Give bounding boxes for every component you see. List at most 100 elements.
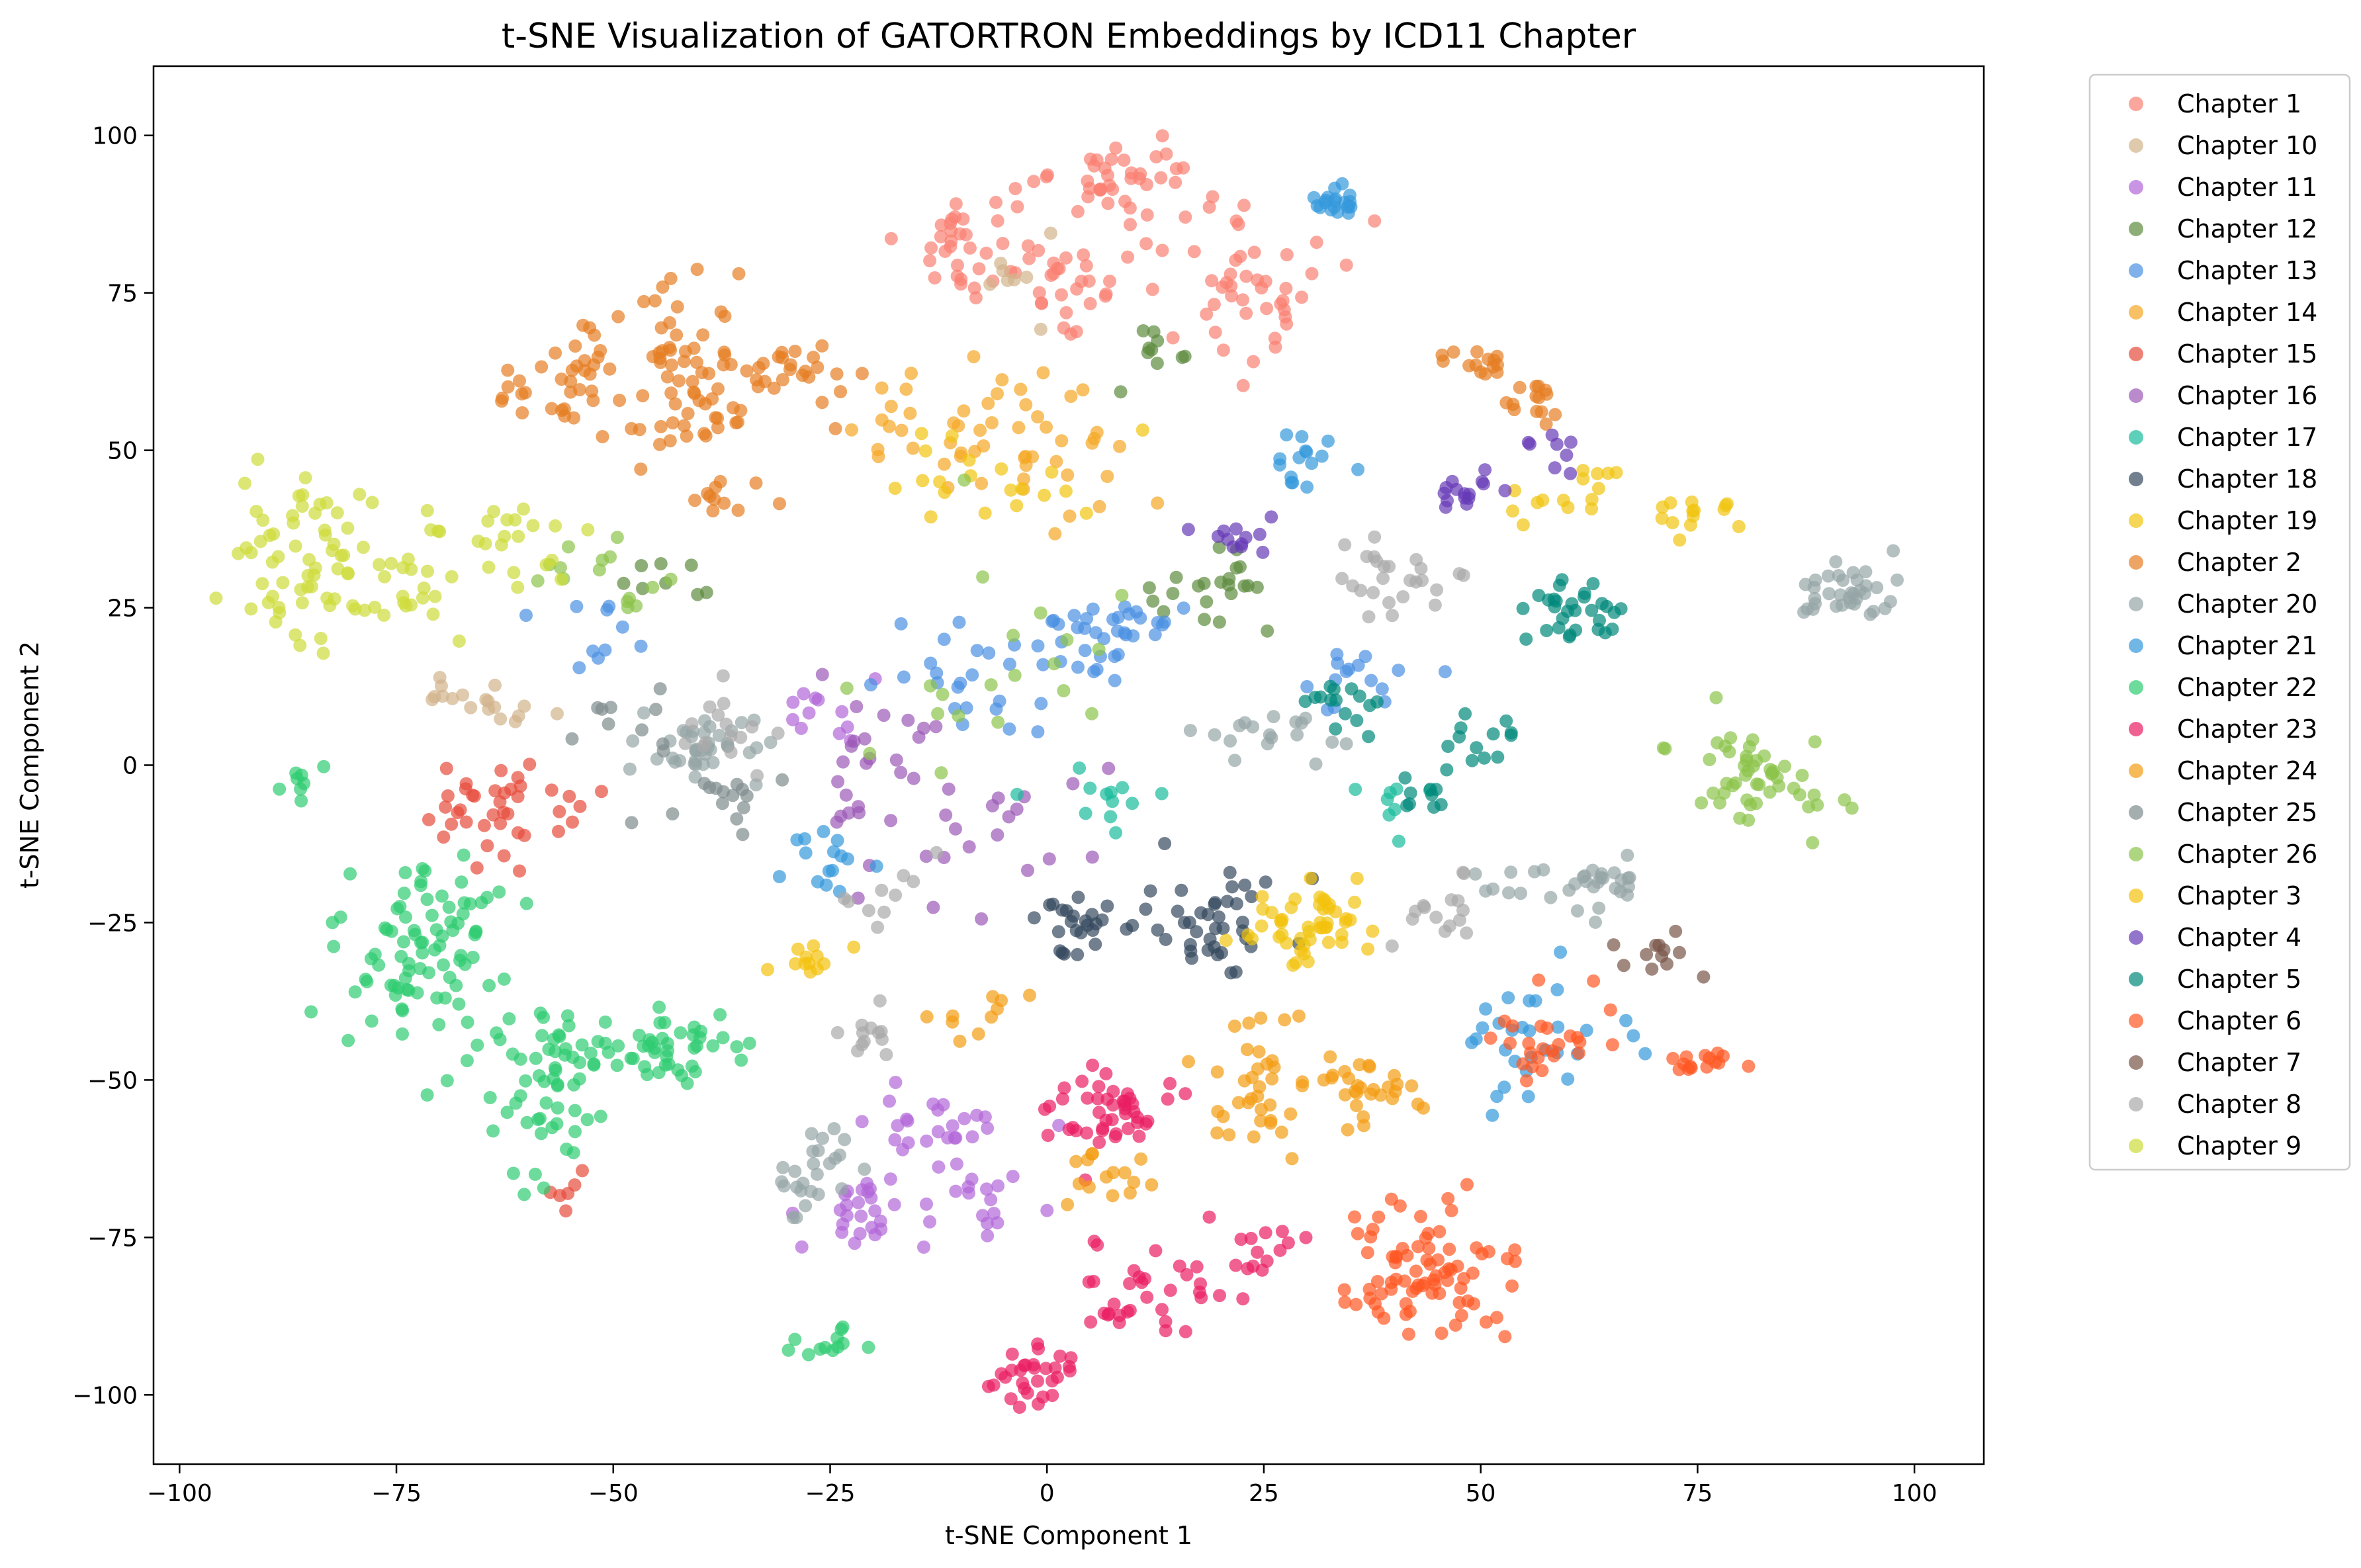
- data-point: [1499, 714, 1513, 728]
- data-point: [978, 506, 992, 520]
- data-point: [944, 216, 958, 230]
- data-point: [1200, 595, 1214, 609]
- data-point: [1239, 306, 1253, 320]
- data-point: [1134, 1152, 1148, 1166]
- data-point: [1560, 449, 1574, 462]
- data-point: [656, 280, 670, 294]
- data-point: [1108, 650, 1122, 664]
- data-point: [1609, 881, 1623, 895]
- data-point: [920, 1010, 934, 1024]
- data-point: [598, 643, 612, 657]
- data-point: [794, 721, 808, 735]
- data-point: [1038, 488, 1051, 502]
- data-point: [357, 541, 370, 554]
- data-point: [396, 1027, 409, 1041]
- data-point: [868, 1228, 882, 1242]
- series-chapter-15: [422, 758, 608, 1218]
- data-point: [959, 701, 973, 715]
- data-point: [929, 720, 943, 734]
- data-point: [604, 701, 617, 715]
- x-tick-label: −50: [588, 1480, 639, 1507]
- data-point: [706, 504, 720, 518]
- data-point: [1402, 1327, 1415, 1341]
- data-point: [1589, 915, 1602, 929]
- data-point: [1363, 699, 1377, 713]
- data-point: [1548, 408, 1562, 421]
- data-point: [1132, 1129, 1146, 1143]
- data-point: [1083, 296, 1097, 310]
- data-point: [1039, 1362, 1053, 1375]
- legend-item: Chapter 16: [2129, 381, 2317, 410]
- data-point: [591, 350, 605, 364]
- data-point: [790, 833, 804, 847]
- data-point: [615, 620, 629, 634]
- data-point: [1255, 1263, 1269, 1277]
- data-point: [786, 1211, 800, 1225]
- data-point: [916, 474, 930, 488]
- data-point: [1127, 1176, 1141, 1189]
- data-point: [740, 364, 754, 378]
- data-point: [1169, 175, 1182, 189]
- data-point: [934, 766, 948, 780]
- data-point: [1338, 707, 1352, 720]
- data-point: [1253, 1080, 1267, 1094]
- legend-item: Chapter 4: [2129, 923, 2301, 952]
- data-point: [939, 808, 953, 822]
- data-point: [670, 300, 684, 314]
- data-point: [1139, 237, 1153, 251]
- data-point: [949, 197, 963, 211]
- data-point: [1740, 754, 1754, 767]
- data-point: [897, 670, 911, 684]
- data-point: [1036, 366, 1050, 380]
- data-point: [1118, 1166, 1132, 1180]
- data-point: [884, 232, 898, 245]
- data-point: [1363, 1291, 1377, 1305]
- data-point: [1115, 588, 1129, 602]
- data-point: [1247, 245, 1261, 259]
- data-point: [1055, 288, 1068, 302]
- data-point: [1163, 1076, 1177, 1090]
- data-point: [1136, 423, 1149, 437]
- data-point: [1452, 567, 1466, 581]
- data-point: [1124, 218, 1137, 232]
- data-point: [435, 679, 448, 693]
- legend-item: Chapter 14: [2129, 298, 2317, 327]
- data-point: [1666, 516, 1679, 529]
- data-point: [613, 394, 627, 408]
- data-point: [568, 1125, 582, 1139]
- data-point: [1806, 836, 1820, 849]
- data-point: [1163, 1284, 1177, 1297]
- data-point: [564, 385, 578, 399]
- data-point: [973, 423, 987, 437]
- data-point: [962, 453, 976, 467]
- data-point: [603, 362, 617, 376]
- data-point: [1821, 569, 1835, 583]
- data-point: [981, 396, 995, 410]
- data-point: [1338, 1295, 1352, 1309]
- data-point: [1829, 555, 1843, 569]
- data-point: [1082, 274, 1096, 288]
- data-point: [680, 429, 693, 443]
- data-point: [1440, 763, 1454, 777]
- data-point: [1048, 527, 1062, 541]
- data-point: [1388, 1068, 1401, 1082]
- data-point: [1106, 1166, 1120, 1180]
- data-point: [1171, 904, 1184, 918]
- data-point: [965, 1172, 979, 1186]
- data-point: [460, 1054, 474, 1068]
- data-point: [470, 1038, 484, 1052]
- data-point: [1103, 275, 1116, 288]
- data-point: [863, 746, 877, 760]
- data-point: [1607, 605, 1621, 619]
- data-point: [801, 1348, 815, 1362]
- data-point: [1089, 626, 1103, 640]
- data-point: [1073, 761, 1087, 775]
- data-point: [887, 1198, 901, 1211]
- data-point: [834, 849, 848, 863]
- data-point: [953, 227, 967, 241]
- data-point: [1157, 605, 1171, 619]
- data-point: [1564, 1029, 1577, 1043]
- data-point: [1239, 269, 1253, 283]
- series-chapter-20: [623, 544, 1904, 1225]
- data-point: [950, 1157, 963, 1171]
